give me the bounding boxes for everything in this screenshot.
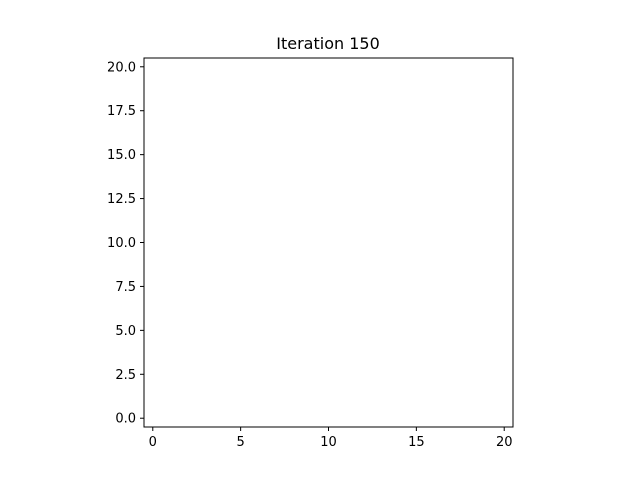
y-tick-label: 20.0 [107,60,136,75]
y-tick-label: 12.5 [107,192,136,207]
x-tick-label: 20 [496,435,513,450]
y-tick-label: 10.0 [107,236,136,251]
y-tick-label: 5.0 [115,324,136,339]
x-axis: 0 5 10 15 20 [149,427,513,450]
plot-area [143,57,514,428]
y-axis: 0.0 2.5 5.0 7.5 10.0 12.5 15.0 17.5 20.0 [107,60,144,427]
chart-title: Iteration 150 [276,34,380,53]
x-tick-label: 10 [320,435,337,450]
x-tick-label: 5 [237,435,245,450]
y-tick-label: 15.0 [107,148,136,163]
y-tick-label: 7.5 [115,280,136,295]
y-tick-label: 2.5 [115,368,136,383]
x-tick-label: 15 [408,435,425,450]
x-tick-label: 0 [149,435,157,450]
y-tick-label: 17.5 [107,104,136,119]
y-tick-label: 0.0 [115,412,136,427]
